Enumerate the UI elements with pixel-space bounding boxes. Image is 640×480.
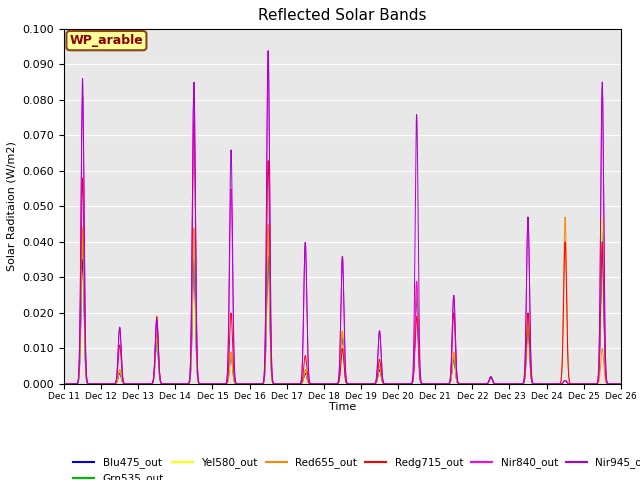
X-axis label: Time: Time bbox=[329, 402, 356, 412]
Y-axis label: Solar Raditaion (W/m2): Solar Raditaion (W/m2) bbox=[7, 142, 17, 271]
Legend: Blu475_out, Grn535_out, Yel580_out, Red655_out, Redg715_out, Nir840_out, Nir945_: Blu475_out, Grn535_out, Yel580_out, Red6… bbox=[69, 453, 640, 480]
Text: WP_arable: WP_arable bbox=[70, 34, 143, 47]
Title: Reflected Solar Bands: Reflected Solar Bands bbox=[258, 9, 427, 24]
